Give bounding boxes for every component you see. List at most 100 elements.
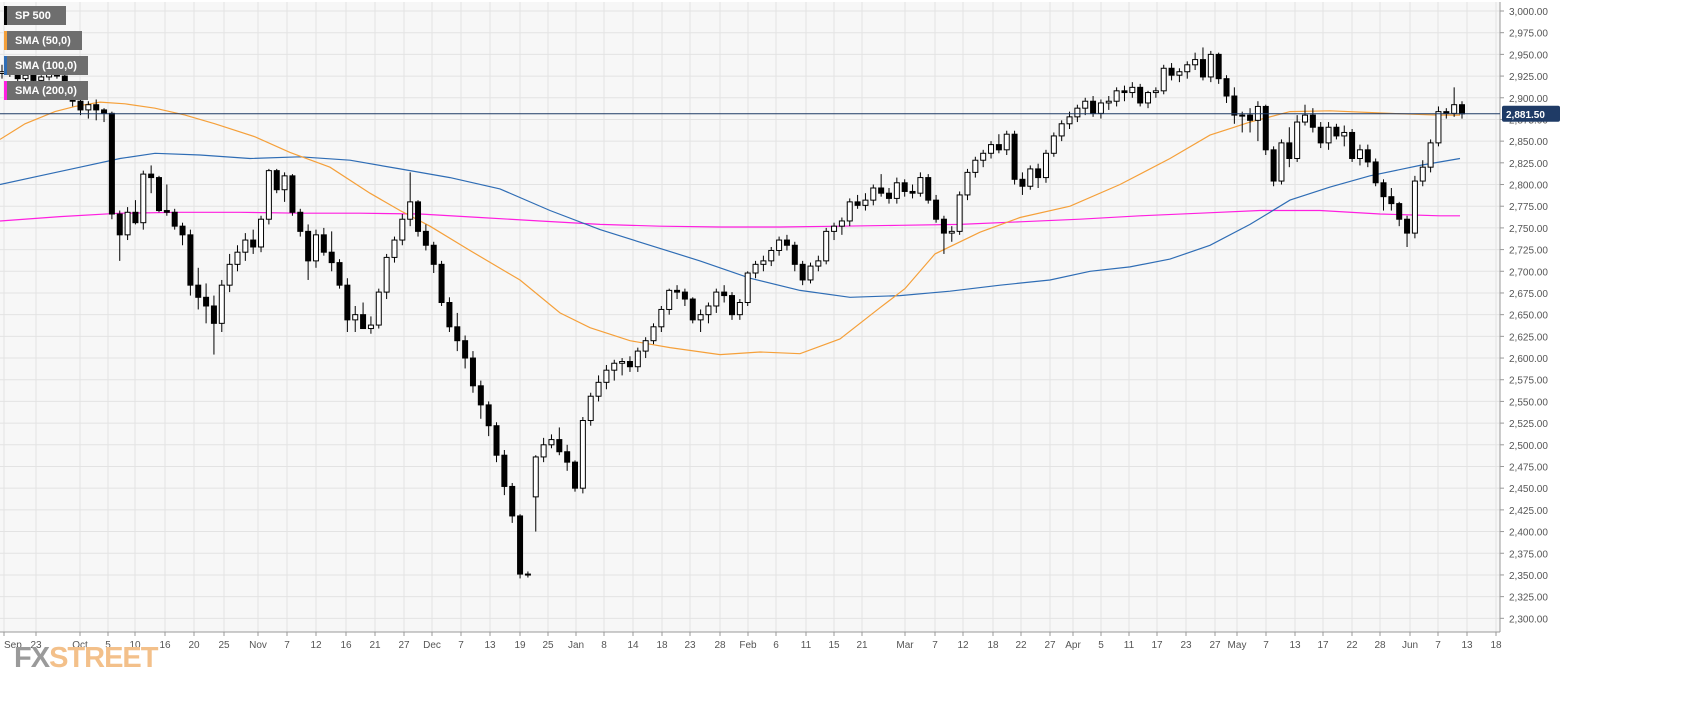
y-tick-label: 2,575.00 [1509, 376, 1548, 387]
candle-body [524, 573, 531, 576]
candle-body [1019, 178, 1026, 187]
candle-body [752, 263, 759, 274]
candle-body [603, 369, 610, 383]
x-tick-label: 7 [458, 640, 464, 651]
candle-body [658, 308, 665, 328]
candle-body [1419, 166, 1426, 182]
candle-body [556, 439, 563, 453]
x-tick-label: May [1228, 640, 1247, 651]
candle-body [1074, 107, 1081, 118]
candle-body [674, 289, 681, 293]
x-tick-label: 12 [957, 640, 969, 651]
y-tick-label: 2,700.00 [1509, 267, 1548, 278]
x-tick-label: 18 [656, 640, 668, 651]
y-tick-label: 2,650.00 [1509, 311, 1548, 322]
candle-body [823, 230, 830, 262]
candle-body [893, 182, 900, 199]
candle-body [320, 234, 327, 253]
y-tick-label: 2,925.00 [1509, 72, 1548, 83]
x-tick-label: 8 [601, 640, 607, 651]
candle-body [305, 230, 312, 262]
candle-body [901, 182, 908, 192]
candle-body [548, 439, 555, 446]
y-tick-label: 2,725.00 [1509, 246, 1548, 257]
x-tick-label: 17 [1151, 640, 1163, 651]
candle-body [1113, 90, 1120, 102]
x-tick-label: 13 [484, 640, 496, 651]
legend-item: SP 500 [4, 6, 66, 25]
y-tick-label: 2,450.00 [1509, 484, 1548, 495]
x-tick-label: 11 [1124, 640, 1135, 651]
candle-body [38, 76, 45, 81]
logo-fx: FX [14, 642, 50, 674]
candle-body [634, 350, 641, 368]
candle-body [501, 454, 508, 487]
y-tick-label: 2,825.00 [1509, 159, 1548, 170]
candle-body [477, 385, 484, 406]
candle-body [1035, 168, 1042, 179]
x-tick-label: 23 [30, 640, 42, 651]
y-tick-label: 2,325.00 [1509, 593, 1548, 604]
y-tick-label: 2,350.00 [1509, 571, 1548, 582]
candle-body [1427, 142, 1434, 168]
candle-body [948, 230, 955, 234]
candle-body [1231, 95, 1238, 116]
candle-body [1152, 90, 1159, 94]
candle-body [1372, 161, 1379, 184]
x-tick-label: 23 [684, 640, 696, 651]
candle-body [1247, 114, 1254, 121]
y-tick-label: 2,750.00 [1509, 224, 1548, 235]
y-tick-label: 2,600.00 [1509, 354, 1548, 365]
y-tick-label: 2,975.00 [1509, 29, 1548, 40]
x-tick-label: 13 [1289, 640, 1301, 651]
x-tick-label: Feb [739, 640, 757, 651]
chart-legend: SP 500 SMA (50,0) SMA (100,0) SMA (200,0) [4, 6, 88, 106]
candle-body [485, 404, 492, 427]
candle-body [1341, 131, 1348, 137]
candle-body [454, 326, 461, 342]
candle-body [885, 192, 892, 199]
candle-body [1451, 104, 1458, 114]
candle-body [438, 263, 445, 304]
candle-body [415, 201, 422, 232]
candle-body [155, 177, 162, 212]
logo-street: STREET [49, 642, 158, 674]
candle-body [179, 225, 186, 236]
candle-body [807, 265, 814, 281]
candle-body [1027, 168, 1034, 187]
y-tick-label: 2,475.00 [1509, 462, 1548, 473]
candle-body [226, 263, 233, 286]
x-tick-label: 7 [932, 640, 938, 651]
candle-body [195, 284, 202, 298]
candle-body [234, 251, 241, 265]
candle-body [509, 485, 516, 517]
candle-body [375, 291, 382, 326]
candle-body [1082, 100, 1089, 109]
candle-body [1388, 196, 1395, 205]
candle-body [1404, 218, 1411, 234]
x-tick-label: Jun [1402, 640, 1418, 651]
y-tick-label: 2,900.00 [1509, 94, 1548, 105]
y-tick-label: 2,675.00 [1509, 289, 1548, 300]
candle-body [399, 218, 406, 241]
x-tick-label: 16 [159, 640, 171, 651]
candle-body [768, 249, 775, 262]
candle-body [540, 444, 547, 458]
candle-body [462, 340, 469, 359]
fxstreet-logo: FXSTREET [14, 642, 158, 675]
candle-body [697, 314, 704, 321]
candle-body [360, 314, 367, 330]
candle-body [838, 220, 845, 227]
x-tick-label: 6 [773, 640, 779, 651]
candle-body [218, 284, 225, 324]
candle-body [1278, 142, 1285, 182]
candle-body [729, 295, 735, 316]
candle-body [1097, 102, 1104, 114]
current-price-label: 2,881.50 [1506, 110, 1545, 121]
x-tick-label: 17 [1317, 640, 1329, 651]
candle-body [1168, 67, 1175, 76]
candle-body [1003, 133, 1010, 151]
candle-body [1129, 86, 1136, 94]
candle-body [1270, 149, 1277, 182]
candle-body [242, 239, 249, 253]
